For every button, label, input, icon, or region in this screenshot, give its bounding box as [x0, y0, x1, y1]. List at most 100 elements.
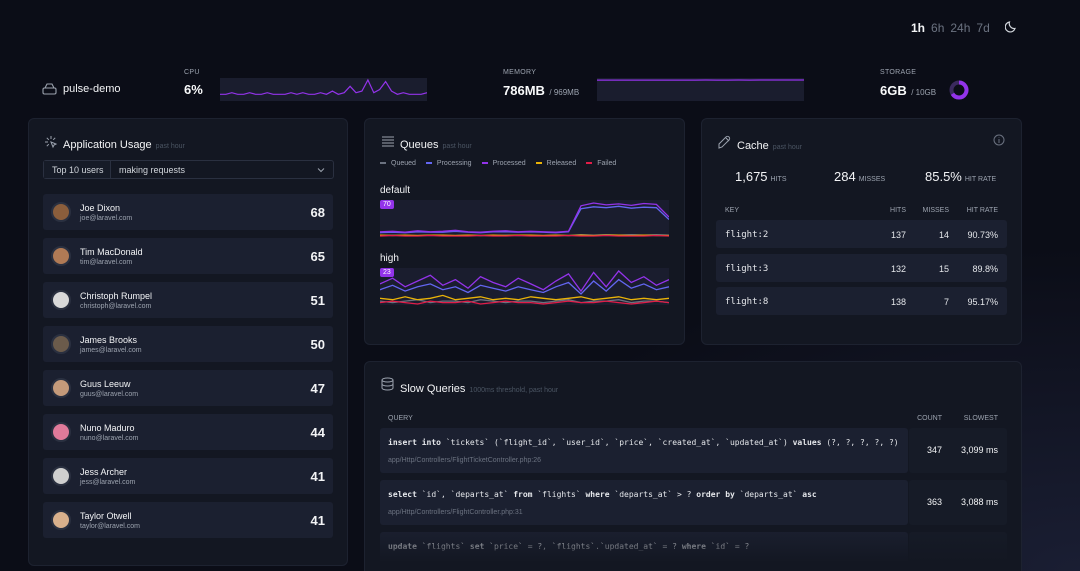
legend-item: Processed: [481, 160, 526, 167]
avatar: [51, 378, 71, 398]
queues-heading: Queues past hour: [400, 135, 472, 153]
usage-subtitle: past hour: [155, 143, 185, 150]
legend-item: Processing: [425, 160, 472, 167]
user-count: 44: [310, 425, 325, 440]
queue-line: [380, 294, 669, 301]
memory-sparkline: [597, 78, 804, 101]
period-option[interactable]: 6h: [931, 21, 945, 35]
query-slowest: 3,099 ms: [960, 445, 998, 455]
cache-row: [716, 253, 1007, 282]
legend-label: Released: [546, 160, 577, 167]
count-cell: [909, 480, 1007, 525]
cache-row: [716, 220, 1007, 248]
cache-column: HIT RATE: [966, 207, 998, 214]
period-option[interactable]: 24h: [950, 21, 971, 35]
user-count: 41: [310, 513, 325, 528]
cache-stat-label: HIT RATE: [964, 176, 997, 183]
query-cell: [380, 480, 908, 525]
usage-filter[interactable]: Top 10 users making requests: [43, 160, 334, 179]
query-location: app/Http/Controllers/FlightController.ph…: [388, 509, 523, 516]
cache-column: MISSES: [922, 207, 949, 214]
user-name: Jess Archer: [80, 467, 128, 477]
query-cell: [380, 428, 908, 473]
slow-title: Slow Queries: [400, 383, 466, 395]
legend-swatch: [535, 162, 542, 164]
cache-icon: [718, 135, 731, 149]
cpu-label: CPU: [184, 69, 200, 76]
query-location: app/Http/Controllers/FlightTicketControl…: [388, 457, 542, 464]
user-row: Jess Archer jess@laravel.com 41: [43, 458, 333, 494]
cache-cell: 90.73%: [967, 230, 998, 240]
user-row: Tim MacDonald tim@laravel.com 65: [43, 238, 333, 274]
period-selector: 1h 6h 24h 7d: [905, 19, 990, 37]
cache-stat-value: 284: [834, 169, 856, 184]
user-name: Nuno Maduro: [80, 423, 135, 433]
user-name: Guus Leeuw: [80, 379, 131, 389]
queue-line: [380, 202, 669, 233]
cache-cell: 14: [938, 230, 949, 240]
user-row: James Brooks james@laravel.com 50: [43, 326, 333, 362]
avatar: [51, 422, 71, 442]
slow-heading: Slow Queries 1000ms threshold, past hour: [400, 379, 558, 397]
peak-badge: 70: [380, 200, 394, 209]
cpu-value: 6%: [184, 82, 203, 97]
user-name: Tim MacDonald: [80, 247, 143, 257]
cache-column: HITS: [890, 207, 906, 214]
cache-stat: 284 MISSES: [834, 168, 885, 186]
legend-label: Processing: [436, 160, 472, 167]
chevron: [317, 168, 325, 173]
user-name: James Brooks: [80, 335, 138, 345]
storage-donut: [949, 80, 969, 100]
cache-subtitle: past hour: [772, 144, 802, 151]
usage-icon: [45, 136, 58, 149]
queue-chart: [380, 268, 669, 305]
cache-stat: 1,675 HITS: [735, 168, 787, 186]
user-email: jess@laravel.com: [80, 479, 136, 486]
fade: [365, 527, 1021, 571]
period-option[interactable]: 1h: [911, 21, 926, 35]
queue-chart: [380, 200, 669, 237]
legend-swatch: [481, 162, 488, 164]
legend-label: Queued: [391, 160, 416, 167]
legend-swatch: [425, 162, 432, 164]
slow-column: QUERY: [388, 415, 413, 422]
info-icon[interactable]: [993, 134, 1005, 146]
cache-cell: 95.17%: [967, 297, 998, 307]
cache-stat-value: 1,675: [735, 169, 768, 184]
cache-stat-label: MISSES: [858, 176, 886, 183]
usage-title: Application Usage: [63, 139, 152, 151]
cache-stat: 85.5% HIT RATE: [925, 168, 996, 186]
legend: Queued Processing Processed Released Failed: [380, 160, 626, 167]
server-name: pulse-demo: [63, 83, 121, 95]
memory-label: MEMORY: [503, 69, 537, 76]
storage-label: STORAGE: [880, 69, 917, 76]
slow-column: SLOWEST: [963, 415, 998, 422]
legend-label: Failed: [597, 160, 617, 167]
user-row: Nuno Maduro nuno@laravel.com 44: [43, 414, 333, 450]
legend-item: Failed: [586, 160, 616, 167]
user-name: Christoph Rumpel: [80, 291, 153, 301]
user-count: 65: [310, 249, 325, 264]
cache-column: KEY: [725, 207, 740, 214]
queue-line: [380, 300, 669, 305]
theme-toggle[interactable]: [1005, 19, 1019, 33]
cache-cell: flight:2: [725, 230, 769, 240]
legend-swatch: [586, 162, 593, 164]
user-count: 47: [310, 381, 325, 396]
cache-card: Cache past hour 1,675 HITS 284 MISSES 85.5% HI…: [701, 118, 1022, 345]
cache-row: [716, 287, 1007, 315]
filter-limit[interactable]: Top 10 users: [44, 161, 111, 178]
queue-name: default: [380, 185, 411, 196]
period-option[interactable]: 7d: [976, 21, 990, 35]
user-email: james@laravel.com: [80, 347, 142, 354]
cache-cell: 89.8%: [972, 263, 998, 274]
queues-subtitle: past hour: [442, 143, 472, 150]
slow-queries-card: Slow Queries 1000ms threshold, past hour …: [364, 361, 1022, 571]
user-name: Taylor Otwell: [80, 511, 132, 521]
cache-cell: flight:3: [725, 263, 769, 274]
legend-label: Processed: [492, 160, 526, 167]
filter-type[interactable]: making requests: [119, 165, 186, 175]
queue-line: [380, 278, 669, 295]
user-name: Joe Dixon: [80, 203, 121, 213]
